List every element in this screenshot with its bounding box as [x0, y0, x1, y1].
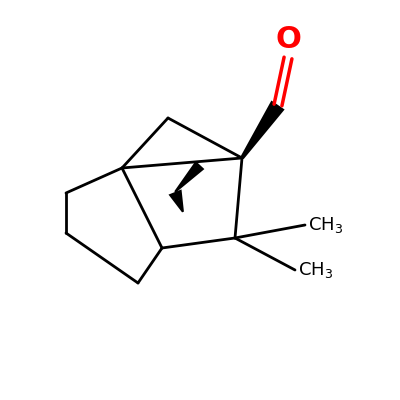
Text: CH$_3$: CH$_3$ [298, 260, 333, 280]
Text: O: O [275, 26, 301, 54]
Polygon shape [240, 100, 285, 159]
Text: CH$_3$: CH$_3$ [308, 215, 343, 235]
Polygon shape [174, 161, 204, 193]
Polygon shape [168, 190, 184, 212]
